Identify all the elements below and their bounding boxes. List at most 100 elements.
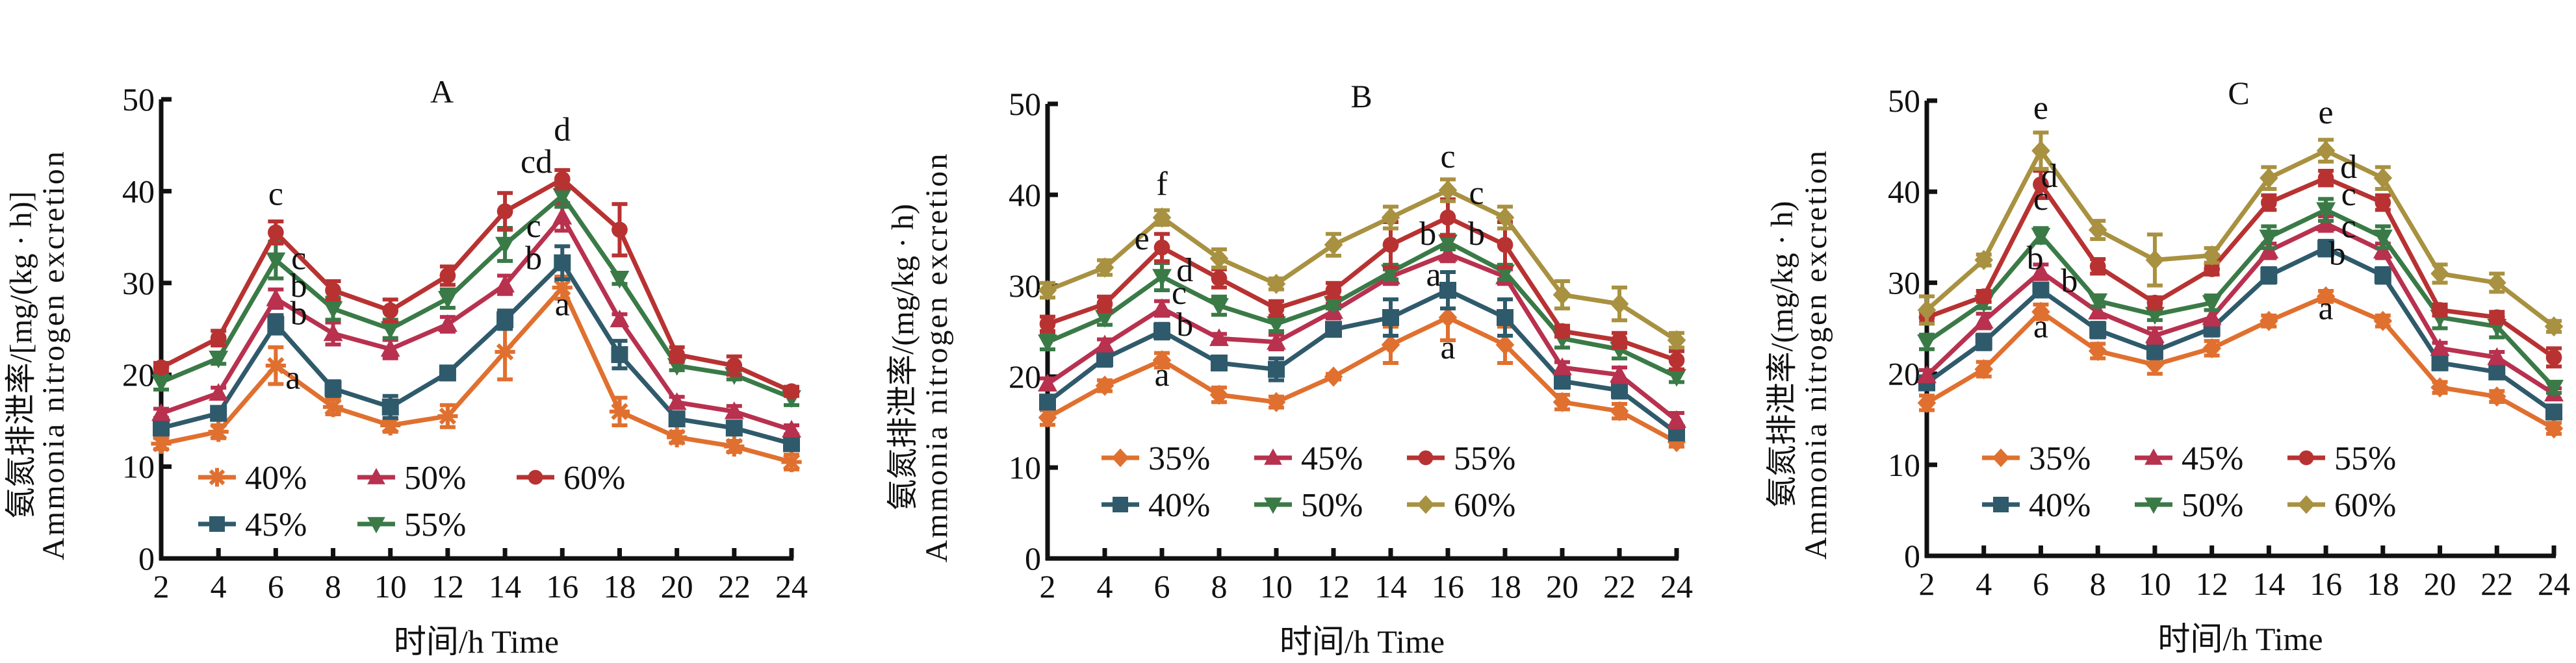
data-point <box>2031 140 2050 161</box>
legend-label: 60% <box>1454 487 1515 524</box>
x-tick-label: 8 <box>1211 568 1228 605</box>
x-tick-label: 22 <box>1603 568 1636 605</box>
data-point <box>2487 347 2507 366</box>
data-point <box>1497 309 1513 326</box>
x-tick-label: 2 <box>1919 566 1935 602</box>
series-line <box>160 177 793 394</box>
legend-marker <box>1992 448 2010 468</box>
significance-label: c <box>526 208 541 245</box>
data-point <box>266 252 286 271</box>
data-point <box>1611 332 1628 349</box>
data-point <box>1917 392 1937 414</box>
legend-item: 50% <box>1254 487 1363 524</box>
series-35pct <box>1917 286 2564 439</box>
data-point <box>1976 288 1992 305</box>
legend-label: 40% <box>2029 487 2091 524</box>
x-tick-label: 24 <box>1660 568 1693 605</box>
data-point <box>2031 301 2050 322</box>
legend-marker <box>209 516 225 532</box>
y-tick-label: 0 <box>138 540 155 577</box>
significance-label: b <box>2061 262 2078 299</box>
legend-label: 35% <box>1148 440 1210 477</box>
significance-label: a <box>2033 308 2048 345</box>
significance-label: d <box>2041 158 2058 195</box>
data-point <box>1554 373 1571 390</box>
data-point <box>667 427 688 447</box>
data-point <box>1267 392 1286 412</box>
data-point <box>2260 267 2278 284</box>
legend-marker <box>207 468 227 487</box>
x-tick-label: 10 <box>2139 566 2171 602</box>
x-tick-label: 18 <box>603 568 636 605</box>
significance-label: c <box>291 240 306 277</box>
data-point <box>1038 280 1057 301</box>
data-point <box>1667 410 1686 428</box>
data-point <box>208 421 229 442</box>
series-50pct <box>1038 232 1686 387</box>
x-tick-label: 22 <box>718 568 751 605</box>
data-point <box>1152 207 1172 228</box>
x-tick-label: 24 <box>2538 566 2570 602</box>
series-line <box>1926 207 2556 390</box>
data-point <box>495 342 515 362</box>
data-point <box>2432 302 2448 318</box>
series-line <box>1046 315 1678 444</box>
x-tick-label: 2 <box>1040 568 1056 605</box>
legend-label: 55% <box>2334 440 2396 477</box>
significance-label: c <box>2341 208 2356 245</box>
significance-label: b <box>1419 216 1436 253</box>
x-tick-label: 12 <box>2196 566 2228 602</box>
data-point <box>2088 293 2108 312</box>
data-point <box>153 419 170 437</box>
data-point <box>380 321 400 340</box>
legend-item: 50% <box>2135 487 2243 524</box>
significance-label: d <box>1176 252 1193 289</box>
legend-marker <box>367 468 385 484</box>
y-tick-label: 20 <box>122 357 155 393</box>
data-point <box>1667 330 1686 351</box>
significance-label: b <box>290 295 307 332</box>
series-line <box>161 285 792 464</box>
significance-label: a <box>555 286 570 323</box>
legend-label: 45% <box>245 507 307 544</box>
data-point <box>1095 375 1114 396</box>
data-point <box>265 355 286 376</box>
legend: 35% 45% 55% 40% 50% 60% <box>1101 440 1515 524</box>
data-point <box>2088 219 2107 240</box>
data-point <box>1153 239 1170 256</box>
significance-label: a <box>285 359 300 396</box>
y-axis-label-en: Ammonia nitrogen excretion <box>1799 149 1833 560</box>
legend-label: 60% <box>2334 487 2396 524</box>
legend-marker <box>2145 497 2163 514</box>
data-point <box>437 291 457 309</box>
data-point <box>2146 342 2163 360</box>
data-point <box>1096 295 1113 312</box>
data-point <box>1267 332 1286 350</box>
x-tick-label: 16 <box>1432 568 1464 605</box>
data-point <box>612 221 628 238</box>
y-tick-label: 30 <box>1888 264 1920 301</box>
data-point <box>2260 310 2278 331</box>
data-point <box>1554 323 1571 340</box>
x-tick-label: 12 <box>431 568 464 605</box>
data-point <box>325 282 341 299</box>
legend-label: 55% <box>404 507 466 544</box>
data-point <box>1095 310 1114 328</box>
data-point <box>1610 294 1629 314</box>
data-point <box>1152 269 1172 287</box>
data-point <box>668 410 686 428</box>
y-tick-label: 50 <box>1009 86 1041 122</box>
x-tick-label: 14 <box>489 568 521 605</box>
legend-marker <box>1264 497 1282 514</box>
data-point <box>439 364 456 382</box>
data-point <box>1211 355 1228 371</box>
data-point <box>151 433 172 454</box>
data-point <box>324 380 342 397</box>
data-point <box>610 271 630 289</box>
x-tick-label: 24 <box>775 568 808 605</box>
series-50pct <box>151 201 801 438</box>
data-point <box>2430 263 2449 284</box>
data-point <box>2033 176 2049 193</box>
data-point <box>1267 316 1286 334</box>
data-point <box>1495 334 1515 355</box>
